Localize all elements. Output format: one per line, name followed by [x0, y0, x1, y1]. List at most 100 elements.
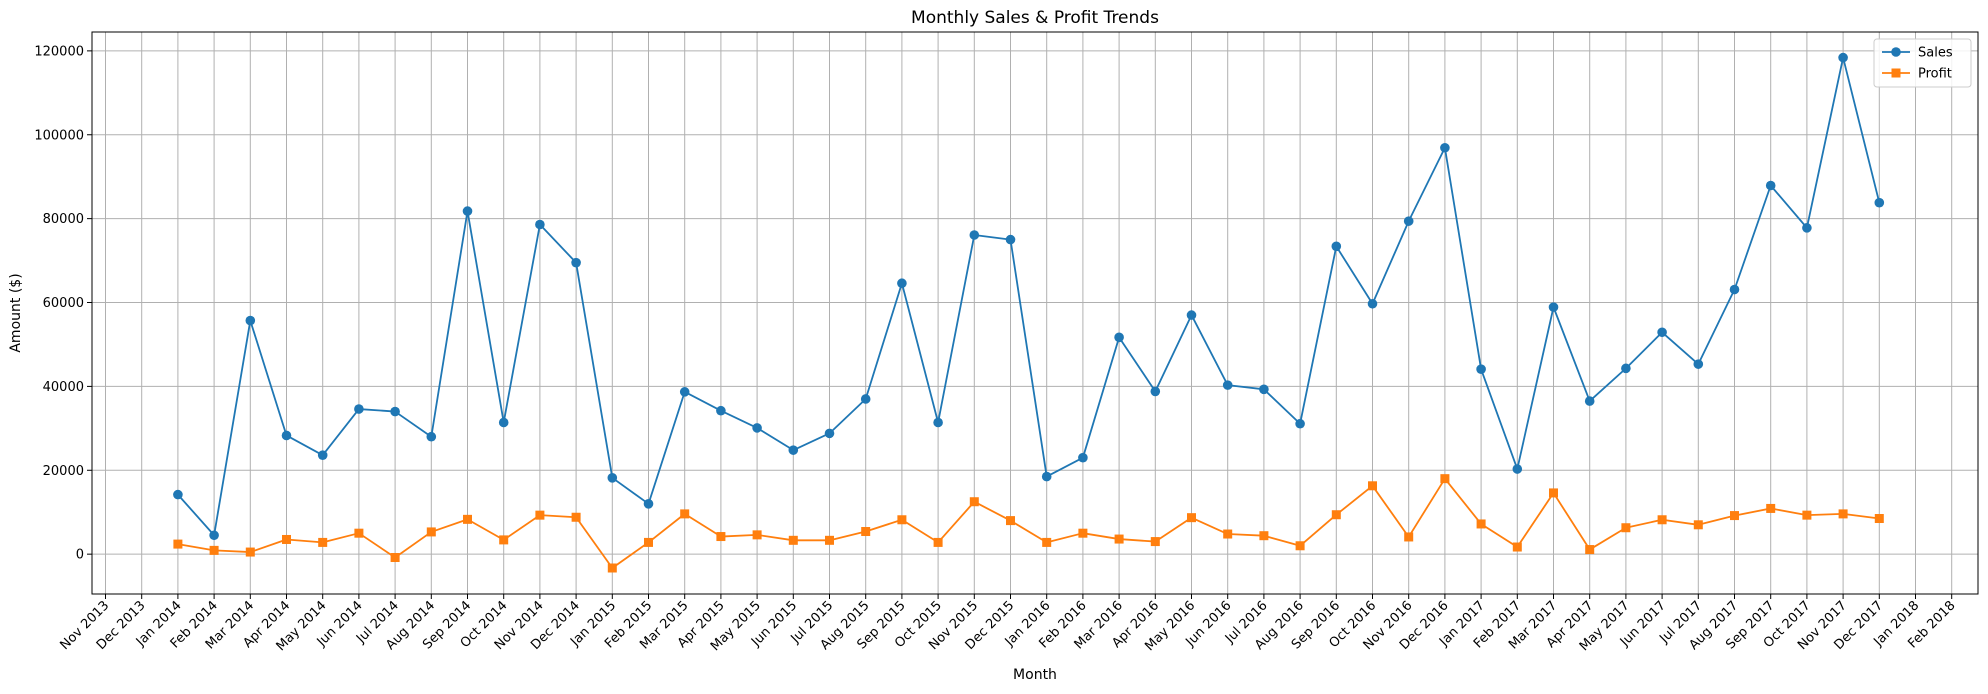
profit-line [177, 477, 1880, 569]
legend: Sales Profit [1873, 38, 1972, 88]
sales-marker [860, 394, 871, 404]
profit-marker [1295, 541, 1305, 551]
y-tick-label: 40000 [43, 380, 84, 395]
profit-marker [644, 537, 653, 547]
profit-marker [1802, 510, 1812, 520]
series-lines [173, 52, 1885, 573]
sales-marker [1874, 197, 1885, 208]
profit-marker [1404, 532, 1414, 542]
profit-marker [1331, 510, 1341, 520]
profit-marker [1223, 529, 1233, 539]
sales-marker [1657, 327, 1667, 338]
sales-marker [317, 450, 328, 460]
profit-marker [1476, 519, 1486, 529]
sales-marker [1693, 359, 1704, 369]
sales-marker [426, 431, 437, 442]
legend-profit-marker [1891, 68, 1901, 78]
profit-marker [354, 528, 364, 538]
profit-marker [933, 537, 943, 547]
profit-marker [1187, 513, 1196, 523]
sales-marker [1041, 471, 1052, 482]
profit-marker [1549, 488, 1558, 498]
sales-marker [354, 404, 364, 414]
legend-sales-label: Sales [1918, 46, 1953, 61]
profit-marker [318, 537, 328, 547]
gridlines [92, 32, 1978, 594]
sales-marker [1512, 464, 1523, 474]
sales-marker [1331, 241, 1342, 252]
sales-marker [1729, 284, 1740, 295]
profit-marker [1259, 531, 1269, 541]
sales-marker [245, 315, 256, 326]
y-tick-label: 20000 [43, 464, 84, 479]
plot-frame [91, 31, 1979, 595]
profit-marker [1368, 481, 1377, 491]
profit-marker [390, 553, 400, 563]
sales-marker [1584, 396, 1595, 406]
profit-marker [209, 545, 219, 555]
profit-marker [788, 535, 798, 545]
sales-marker [1548, 302, 1559, 312]
profit-marker [1114, 534, 1124, 544]
sales-marker [571, 257, 581, 268]
sales-marker [1150, 386, 1161, 397]
sales-marker [607, 473, 618, 483]
sales-marker [1403, 216, 1414, 226]
profit-marker [861, 527, 871, 537]
profit-marker [752, 530, 762, 540]
y-tick-label: 120000 [34, 44, 84, 59]
sales-marker [716, 405, 726, 416]
profit-marker [825, 535, 834, 545]
profit-marker [680, 509, 690, 519]
profit-marker [1874, 514, 1884, 524]
sales-marker [1259, 384, 1269, 395]
profit-marker [245, 547, 255, 557]
sales-marker [1222, 380, 1233, 390]
sales-marker [1621, 363, 1631, 374]
profit-marker [1006, 516, 1015, 526]
sales-marker [1186, 310, 1197, 320]
profit-marker [716, 532, 726, 542]
sales-marker [679, 387, 690, 397]
sales-line [177, 56, 1881, 537]
y-axis-label: Amount ($) [8, 273, 24, 352]
sales-marker [1295, 418, 1305, 429]
legend-profit-label: Profit [1918, 67, 1952, 82]
sales-marker [752, 423, 762, 433]
y-tick-label: 60000 [43, 296, 84, 311]
profit-marker [1440, 474, 1450, 484]
profit-marker [1512, 542, 1522, 552]
sales-marker [897, 278, 907, 289]
sales-marker [1765, 180, 1776, 191]
profit-marker [1730, 511, 1739, 521]
profit-marker [1621, 523, 1631, 533]
profit-marker [282, 534, 291, 544]
sales-marker [788, 445, 799, 455]
chart-title: Monthly Sales & Profit Trends [911, 8, 1159, 28]
profit-marker [1078, 528, 1088, 538]
sales-marker [1476, 364, 1486, 375]
sales-marker [209, 530, 219, 541]
sales-marker [933, 417, 943, 428]
sales-marker [535, 219, 545, 230]
sales-marker [824, 428, 835, 439]
sales-marker [173, 489, 183, 500]
profit-marker [1150, 537, 1160, 547]
sales-marker [969, 230, 980, 240]
sales-marker [1114, 332, 1124, 343]
profit-marker [571, 512, 581, 522]
profit-marker [1657, 515, 1667, 525]
profit-marker [897, 515, 907, 525]
sales-marker [1440, 142, 1450, 153]
profit-marker [1693, 520, 1703, 530]
sales-marker [1838, 52, 1848, 63]
sales-marker [281, 430, 292, 441]
profit-marker [1766, 503, 1776, 513]
sales-marker [1078, 452, 1088, 463]
profit-marker [463, 514, 472, 524]
sales-marker [498, 417, 509, 428]
x-axis-label: Month [1013, 667, 1057, 683]
sales-marker [1367, 298, 1378, 309]
